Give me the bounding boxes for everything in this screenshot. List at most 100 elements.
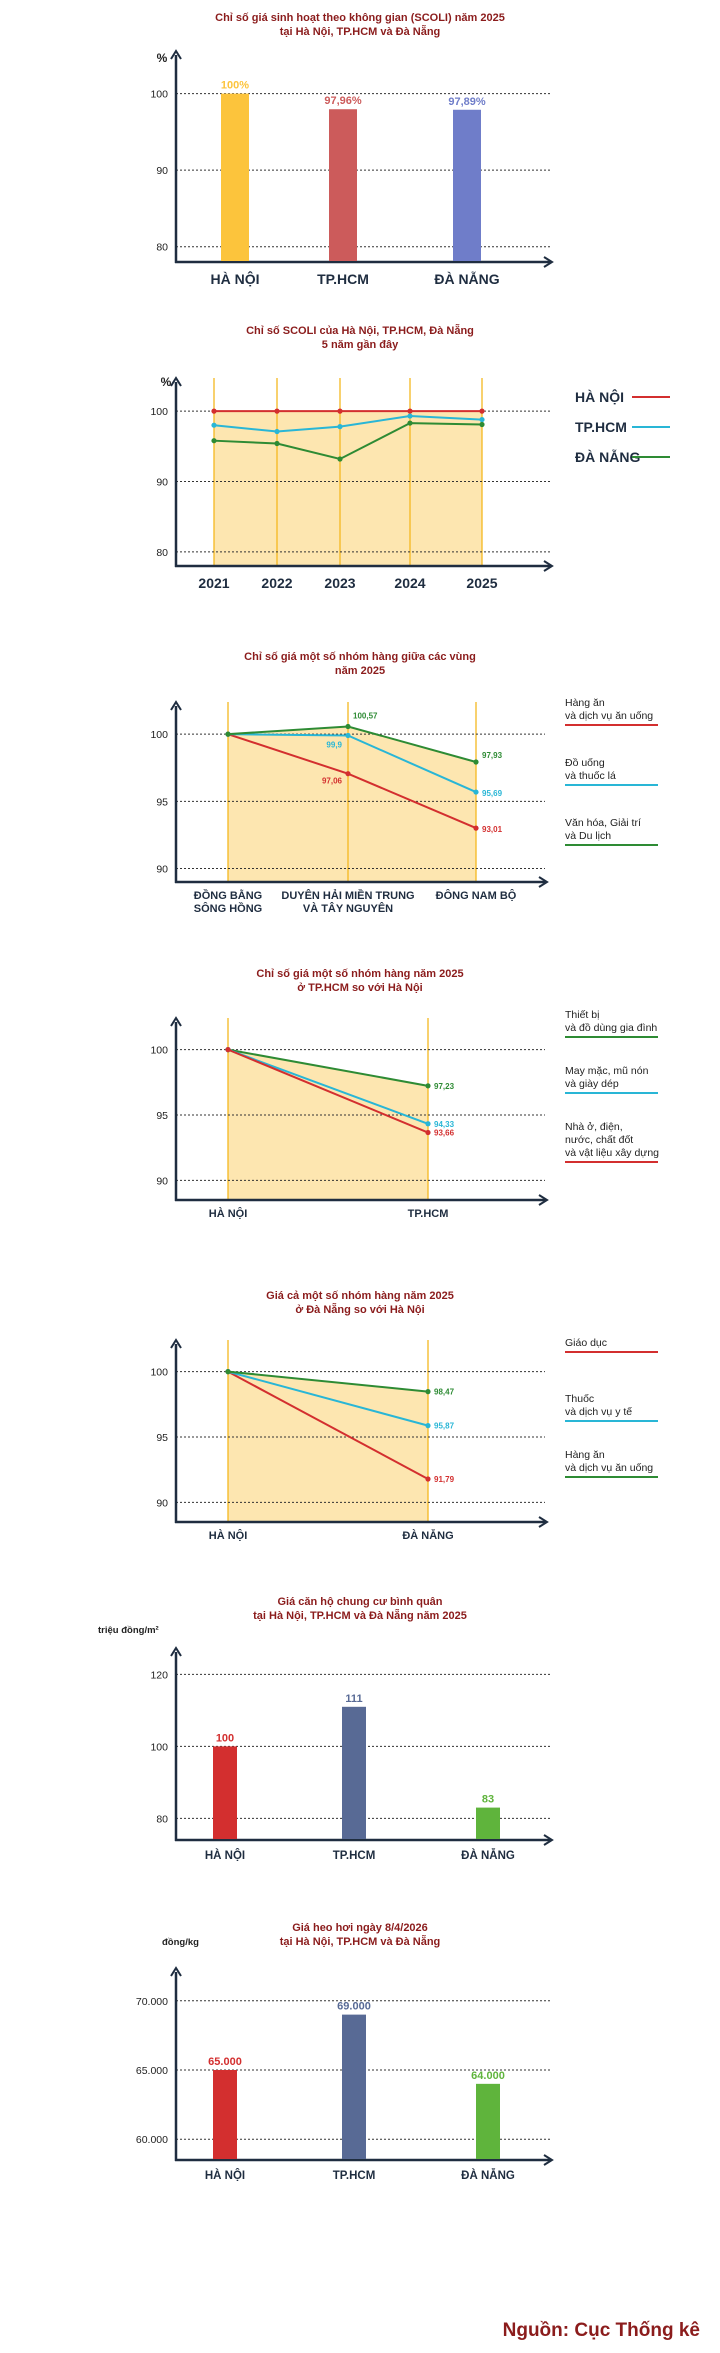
x-category-label: VÀ TÂY NGUYÊN [303,902,393,915]
chart5-title-line: ở Đà Nẵng so với Hà Nội [295,1303,424,1316]
series-point [345,723,351,730]
x-category-label: 2023 [324,575,355,591]
point-value-label: 99,9 [326,741,342,750]
area-fill [228,726,476,882]
bar-3 [453,109,481,261]
legend-label: nước, chất đốt [565,1134,633,1146]
series-point [425,1083,431,1089]
series-point [479,416,485,423]
legend-label: ĐÀ NẴNG [575,449,640,465]
series-line-2 [227,1048,429,1125]
chart4-title-line: ở TP.HCM so với Hà Nội [297,982,422,994]
x-axis-arrow [543,2154,554,2166]
series-point [345,732,351,739]
series-point [274,428,280,435]
legend-label: Hàng ăn [565,1449,605,1461]
x-axis-arrow [538,1194,549,1206]
y-tick-label: 100 [150,89,168,101]
legend-label: Thiết bị [565,1009,599,1021]
legend-label: May mặc, mũ nón [565,1065,649,1077]
series-point [274,408,280,414]
series-line-3 [227,1370,429,1393]
x-category-label: 2025 [466,575,497,591]
series-point [407,408,413,414]
y-axis-arrow [170,49,182,60]
bar-3 [476,1807,500,1839]
series-point [274,440,280,447]
series-line-1 [227,1370,429,1480]
x-category-label: HÀ NỘI [205,2169,245,2182]
x-category-label: ĐÀ NẴNG [434,271,499,287]
point-value-label: 93,01 [482,825,503,834]
y-tick-label: 120 [150,1669,168,1681]
bar-value-label: 97,89% [448,96,486,108]
legend-label: và giày dép [565,1078,619,1090]
bar-value-label: 65.000 [208,2056,242,2068]
y-tick-label: 80 [156,547,168,559]
series-point [337,424,343,430]
y-axis-arrow [170,1338,182,1349]
y-axis-arrow [170,700,182,711]
y-tick-label: 90 [156,1497,168,1509]
x-category-label: 2024 [394,575,425,591]
series-point [473,825,479,831]
legend-label: và thuốc lá [565,770,616,782]
series-point [211,438,217,444]
y-tick-label: 90 [156,1175,168,1187]
legend-label: và dịch vụ y tế [565,1406,632,1418]
y-tick-label: 60.000 [136,2134,168,2146]
point-value-label: 97,23 [434,1082,455,1091]
area-fill [228,1049,428,1200]
chart7-title-line: tại Hà Nội, TP.HCM và Đà Nẵng [280,1935,441,1948]
point-value-label: 97,93 [482,751,503,760]
point-value-label: 94,33 [434,1120,455,1129]
series-point [473,789,479,795]
y-tick-label: 100 [150,406,168,418]
chart2-title-line: Chỉ số SCOLI của Hà Nội, TP.HCM, Đà Nẵng [246,324,474,337]
bar-value-label: 111 [345,1693,362,1705]
legend-label: Hàng ăn [565,697,605,709]
series-point [211,422,217,428]
x-category-label: ĐÀ NẴNG [402,1529,453,1542]
series-point [479,421,485,428]
chart6-title-line: tại Hà Nội, TP.HCM và Đà Nẵng năm 2025 [253,1609,467,1622]
y-axis-unit: % [161,375,172,389]
x-category-label: ĐÀ NẴNG [461,2169,515,2182]
bar-1 [213,1746,237,1839]
x-category-label: TP.HCM [333,1850,376,1862]
chart2-title-line: 5 năm gần đây [322,339,399,351]
bar-1 [221,93,249,261]
bar-value-label: 83 [482,1794,494,1806]
bar-2 [329,109,357,261]
y-axis-unit: % [157,51,168,65]
legend-label: Văn hóa, Giải trí [565,817,641,829]
x-category-label: HÀ NỘI [211,270,260,287]
y-tick-label: 90 [156,165,168,177]
y-tick-label: 95 [156,1110,168,1122]
y-axis-arrow [170,1646,182,1657]
chart5-title-line: Giá cả một số nhóm hàng năm 2025 [266,1290,454,1302]
x-category-label: HÀ NỘI [209,1207,248,1220]
series-point [473,759,479,765]
bar-value-label: 97,96% [324,95,362,107]
series-point [337,456,343,462]
point-value-label: 98,47 [434,1388,455,1397]
y-tick-label: 100 [150,1741,168,1753]
legend-label: và vật liệu xây dựng [565,1147,659,1159]
series-line-3 [227,1048,429,1134]
area-fill [214,411,482,566]
x-axis-arrow [543,1834,554,1846]
chart4-title-line: Chỉ số giá một số nhóm hàng năm 2025 [256,968,463,980]
y-tick-label: 80 [156,1813,168,1825]
y-axis-arrow [170,376,182,387]
series-point [425,1423,431,1429]
area-fill [228,1371,428,1522]
source-note: Nguồn: Cục Thống kê [502,2320,700,2341]
chart3-title-line: năm 2025 [335,665,385,677]
x-category-label: HÀ NỘI [209,1529,248,1542]
legend-label: HÀ NỘI [575,388,624,405]
bar-value-label: 64.000 [471,2070,505,2082]
series-point [211,408,217,414]
chart1-title-line: Chỉ số giá sinh hoạt theo không gian (SC… [215,12,505,24]
